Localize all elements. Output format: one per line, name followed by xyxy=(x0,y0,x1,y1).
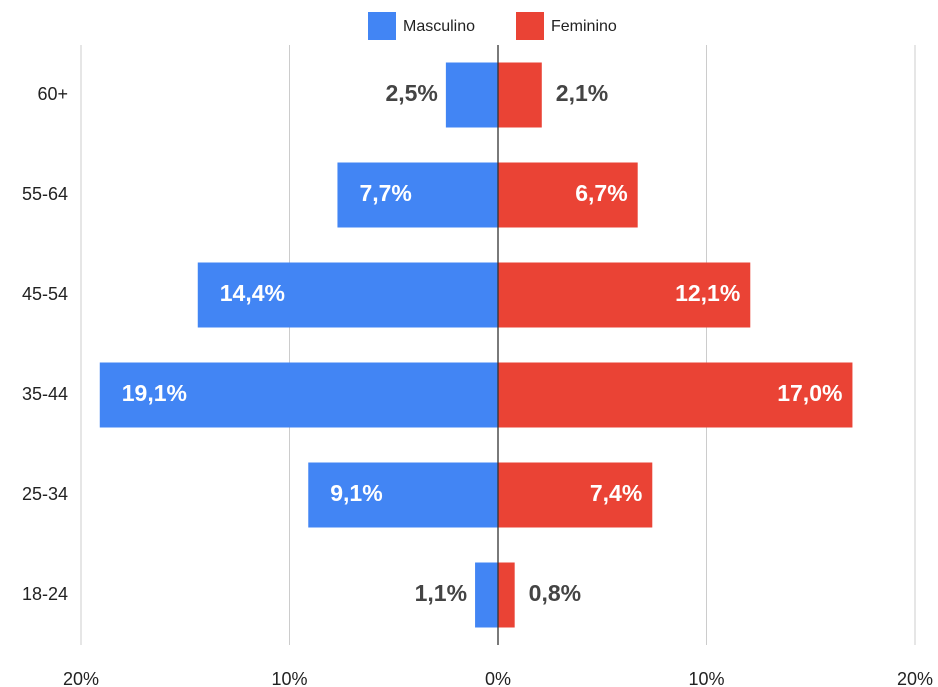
bar xyxy=(99,362,498,428)
value-label: 0,8% xyxy=(529,580,581,606)
legend-swatch xyxy=(368,12,396,40)
bar xyxy=(498,562,515,628)
value-label: 1,1% xyxy=(415,580,467,606)
bar xyxy=(498,262,751,328)
bar xyxy=(445,62,498,128)
bar xyxy=(197,262,498,328)
value-label: 12,1% xyxy=(675,280,740,306)
value-label: 9,1% xyxy=(330,480,382,506)
value-label: 19,1% xyxy=(122,380,187,406)
bar xyxy=(337,162,498,228)
value-label: 14,4% xyxy=(220,280,285,306)
bar xyxy=(498,462,653,528)
x-tick-label: 10% xyxy=(271,669,307,687)
value-label: 2,1% xyxy=(556,80,608,106)
x-tick-label: 10% xyxy=(688,669,724,687)
bar xyxy=(498,162,638,228)
x-tick-label: 20% xyxy=(897,669,933,687)
y-tick-label: 55-64 xyxy=(22,184,68,204)
bar xyxy=(498,62,542,128)
value-label: 17,0% xyxy=(777,380,842,406)
y-tick-label: 25-34 xyxy=(22,484,68,504)
value-label: 7,4% xyxy=(590,480,642,506)
value-label: 7,7% xyxy=(359,180,411,206)
x-tick-label: 20% xyxy=(63,669,99,687)
y-tick-label: 45-54 xyxy=(22,284,68,304)
y-tick-label: 60+ xyxy=(37,84,68,104)
legend-label: Feminino xyxy=(551,18,617,35)
y-tick-label: 35-44 xyxy=(22,384,68,404)
bar xyxy=(308,462,498,528)
x-tick-label: 0% xyxy=(485,669,511,687)
bar xyxy=(498,362,853,428)
value-label: 6,7% xyxy=(575,180,627,206)
legend-swatch xyxy=(516,12,544,40)
bar xyxy=(475,562,498,628)
legend-label: Masculino xyxy=(403,18,475,35)
value-label: 2,5% xyxy=(385,80,437,106)
y-tick-label: 18-24 xyxy=(22,584,68,604)
